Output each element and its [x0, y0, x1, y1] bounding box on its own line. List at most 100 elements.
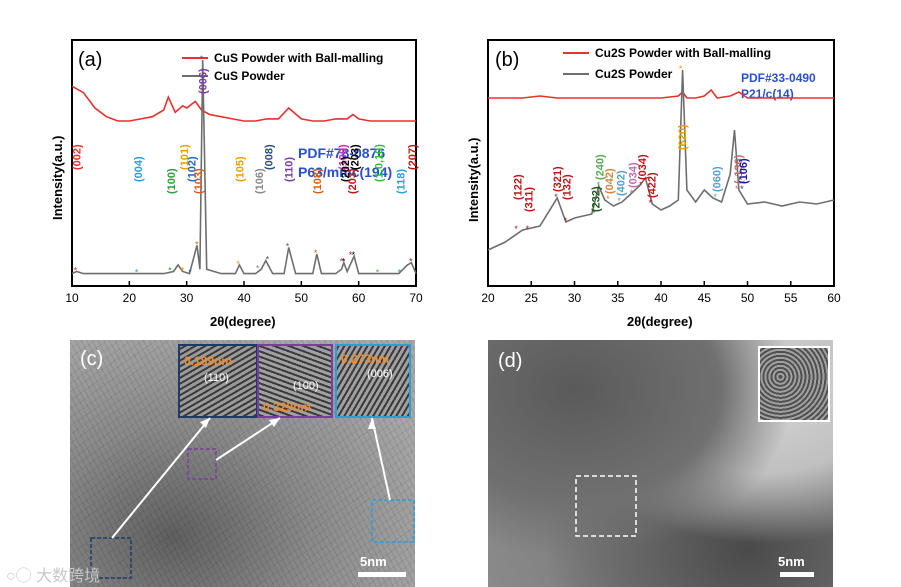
peak-marker-a-2: * — [168, 265, 172, 275]
legend-b-entry-1: Cu2S Powder with Ball-malling — [595, 46, 771, 60]
inset-006: 0.273nm (006) — [335, 344, 411, 418]
inset-006-d-spacing: 0.273nm — [341, 352, 390, 366]
panel-d-overlays — [575, 475, 814, 577]
inset-110-plane: (110) — [204, 372, 229, 384]
peak-label-b-6: (042) — [604, 168, 616, 194]
peak-label-a-5: (103) — [193, 168, 205, 194]
panel-c-tem-image: (c) 0.189nm (110) (100) 0.329nm 0.273nm … — [70, 340, 415, 587]
peak-label-a-18: (207) — [407, 144, 419, 170]
peak-marker-b-0: * — [514, 224, 518, 234]
x-tick-label-b-3: 35 — [611, 291, 625, 305]
xlabel-a: 2θ(degree) — [210, 314, 276, 329]
peak-marker-a-11: * — [314, 248, 318, 258]
x-tick-label-a-1: 20 — [123, 291, 137, 305]
peak-marker-b-9: * — [639, 180, 643, 190]
peak-marker-b-8: * — [629, 188, 633, 198]
peak-label-b-14: (106) — [738, 158, 750, 184]
inset-100: (100) 0.329nm — [257, 344, 333, 418]
peak-label-a-15: (203) — [350, 144, 362, 170]
peak-marker-a-9: * — [266, 255, 270, 265]
panel-d-inset — [758, 346, 830, 422]
legend-b-entry-2: Cu2S Powder — [595, 67, 673, 81]
peak-marker-b-11: * — [679, 64, 683, 74]
x-tick-label-a-2: 30 — [180, 291, 194, 305]
peak-marker-a-5: * — [195, 239, 199, 249]
x-tick-label-a-6: 70 — [409, 291, 423, 305]
peak-label-a-6: (006) — [198, 68, 210, 94]
x-tick-label-a-5: 60 — [352, 291, 366, 305]
panel-b-label: (b) — [495, 49, 519, 71]
peak-label-a-13: (202) — [340, 156, 352, 182]
panel-d-tem-image: (d) 5nm — [488, 340, 833, 587]
x-tick-label-a-0: 10 — [65, 291, 79, 305]
ylabel-b: Intensity(a.u.) — [466, 137, 481, 222]
peak-label-a-11: (108) — [312, 168, 324, 194]
x-tick-label-b-4: 40 — [654, 291, 668, 305]
xlabel-b: 2θ(degree) — [627, 314, 693, 329]
peak-label-b-12: (060) — [711, 166, 723, 192]
peak-label-b-0: (122) — [512, 174, 524, 200]
peak-marker-a-15: * — [352, 250, 356, 260]
peak-marker-a-10: * — [286, 241, 290, 251]
x-tick-label-a-3: 40 — [237, 291, 251, 305]
peak-label-a-16: (1,0,10) — [374, 144, 386, 182]
peak-label-b-11: (620) — [677, 124, 689, 150]
peak-marker-b-5: * — [597, 180, 601, 190]
peak-marker-b-13: * — [735, 184, 739, 194]
panel-d-scale-bar-label: 5nm — [778, 554, 805, 569]
legend-a-entry-1: CuS Powder with Ball-malling — [214, 51, 383, 65]
inset-100-d-spacing: 0.329nm — [263, 400, 312, 414]
panel-d-label: (d) — [498, 350, 523, 372]
peak-label-b-4: (232) — [590, 186, 602, 212]
x-tick-label-b-0: 20 — [481, 291, 495, 305]
peak-marker-a-6: * — [200, 54, 204, 64]
peak-marker-b-1: * — [526, 224, 530, 234]
peak-marker-b-12: * — [713, 192, 717, 202]
peak-label-b-10: (422) — [647, 172, 659, 198]
peak-label-a-14: (203) — [347, 168, 359, 194]
peak-marker-a-3: * — [181, 265, 185, 275]
peak-label-a-0: (002) — [72, 144, 84, 170]
series-a-0 — [71, 85, 416, 122]
peak-marker-a-4: * — [188, 268, 192, 278]
peak-label-a-4: (102) — [186, 156, 198, 182]
inset-006-plane: (006) — [367, 368, 393, 380]
peak-marker-a-1: * — [135, 268, 139, 278]
peak-label-b-1: (311) — [524, 187, 536, 212]
peak-label-a-7: (105) — [234, 156, 246, 182]
inset-100-plane: (100) — [293, 380, 319, 392]
peak-label-a-1: (004) — [133, 156, 145, 182]
peak-marker-a-13: * — [342, 257, 346, 267]
peak-marker-a-17: * — [398, 268, 402, 278]
x-tick-label-b-2: 30 — [568, 291, 582, 305]
x-tick-label-a-4: 50 — [295, 291, 309, 305]
inset-110-d-spacing: 0.189nm — [184, 354, 233, 368]
peak-label-a-3: (101) — [179, 144, 191, 170]
series-a-1 — [71, 59, 417, 275]
x-tick-label-b-5: 45 — [698, 291, 712, 305]
peak-marker-a-0: * — [74, 265, 78, 275]
peak-label-b-13: (-136) — [733, 154, 745, 184]
watermark-text: 大数跨境 — [36, 568, 101, 585]
panel-c-label: (c) — [80, 348, 104, 370]
peak-marker-a-16: * — [376, 268, 380, 278]
peak-label-a-12: (109) — [338, 144, 350, 170]
peak-label-b-5: (240) — [595, 154, 607, 180]
legend-a-entry-2: CuS Powder — [214, 69, 285, 83]
peak-marker-b-3: * — [564, 216, 568, 226]
peak-label-a-2: (100) — [166, 168, 178, 194]
peak-marker-a-8: * — [256, 263, 260, 273]
peak-label-b-3: (132) — [562, 174, 574, 200]
peak-marker-b-2: * — [554, 192, 558, 202]
panel-c-scale-bar-label: 5nm — [360, 554, 387, 569]
peak-marker-b-4: * — [592, 208, 596, 218]
peak-label-a-10: (110) — [284, 157, 296, 182]
x-tick-label-b-8: 60 — [827, 291, 841, 305]
peak-marker-b-7: * — [617, 196, 621, 206]
panel-c-overlays — [90, 417, 415, 579]
inset-110: 0.189nm (110) — [178, 344, 258, 418]
peak-marker-b-10: * — [648, 198, 652, 208]
peak-marker-a-18: * — [409, 257, 413, 267]
peak-label-b-8: (034) — [628, 162, 640, 188]
ylabel-a: Intensity(a.u.) — [50, 135, 65, 220]
